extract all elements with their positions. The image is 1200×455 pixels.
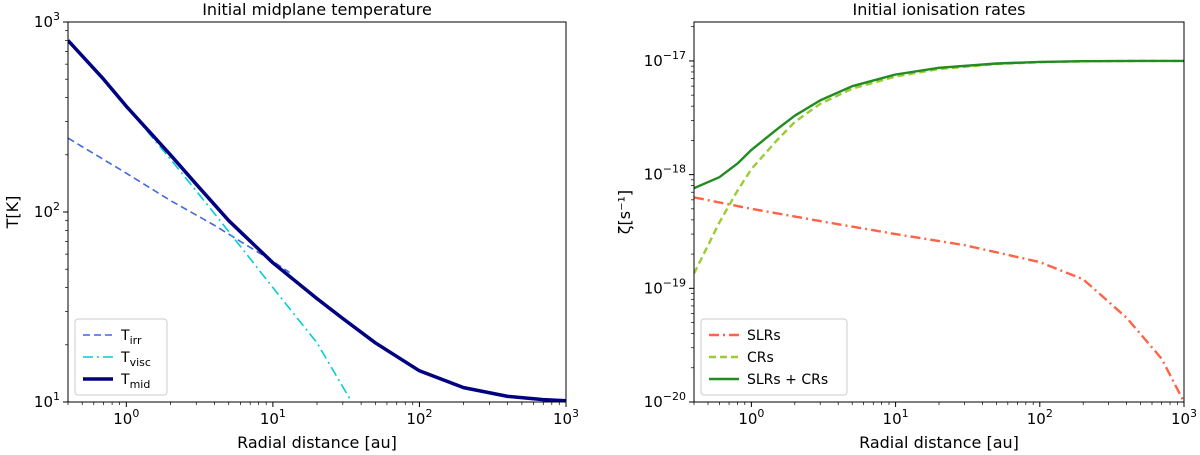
left-series-t-mid bbox=[68, 39, 566, 402]
right-x-axis-label: Radial distance [au] bbox=[859, 433, 1019, 452]
right-series-slrs-crs bbox=[694, 59, 1184, 190]
right-y-tick-label: 10−20 bbox=[644, 390, 686, 411]
right-panel: Initial ionisation rates 100 101 102 103 10−2… bbox=[615, 0, 1197, 452]
left-series-t-irr bbox=[68, 137, 291, 274]
left-y-tick-label: 101 bbox=[34, 390, 60, 411]
right-x-tick-label: 100 bbox=[738, 407, 764, 428]
right-y-axis-label: ζ[s⁻¹] bbox=[615, 190, 634, 234]
right-series-slrs bbox=[694, 196, 1184, 402]
left-x-tick-label: 100 bbox=[113, 407, 139, 428]
left-y-tick-label: 103 bbox=[34, 10, 60, 31]
right-x-tick-label: 101 bbox=[883, 407, 909, 428]
right-x-tick-label: 102 bbox=[1027, 407, 1053, 428]
right-y-tick-label: 10−18 bbox=[644, 163, 686, 184]
right-series-group bbox=[694, 59, 1184, 402]
left-x-tick-label: 101 bbox=[260, 407, 286, 428]
left-y-tick-label: 102 bbox=[34, 200, 60, 221]
left-x-tick-label: 102 bbox=[406, 407, 432, 428]
right-legend-label: CRs bbox=[747, 350, 774, 366]
left-legend-label: Tvisc bbox=[120, 350, 151, 369]
right-series-crs bbox=[694, 59, 1184, 275]
right-y-tick-label: 10−17 bbox=[644, 49, 686, 70]
left-x-tick-label: 103 bbox=[553, 407, 579, 428]
left-legend-label: Tirr bbox=[120, 328, 142, 347]
left-series-group bbox=[68, 39, 566, 402]
left-plot-frame bbox=[67, 21, 567, 403]
right-y-tick-label: 10−19 bbox=[644, 276, 686, 297]
right-legend: SLRs CRs SLRs + CRs bbox=[700, 318, 848, 396]
left-x-axis-label: Radial distance [au] bbox=[237, 433, 397, 452]
right-legend-label: SLRs + CRs bbox=[747, 372, 828, 388]
right-x-tick-label: 103 bbox=[1171, 407, 1197, 428]
left-y-axis-label: T[K] bbox=[3, 196, 22, 230]
right-chart-title: Initial ionisation rates bbox=[853, 0, 1026, 19]
left-legend-box bbox=[74, 318, 168, 396]
right-legend-box bbox=[700, 318, 848, 396]
right-legend-label: SLRs bbox=[747, 328, 781, 344]
left-legend-label: Tmid bbox=[120, 372, 150, 391]
left-legend: Tirr Tvisc Tmid bbox=[74, 318, 168, 396]
left-chart-title: Initial midplane temperature bbox=[202, 0, 432, 19]
left-panel: Initial midplane temperature 100 101 102 103… bbox=[3, 0, 579, 452]
right-plot-frame bbox=[693, 21, 1185, 403]
